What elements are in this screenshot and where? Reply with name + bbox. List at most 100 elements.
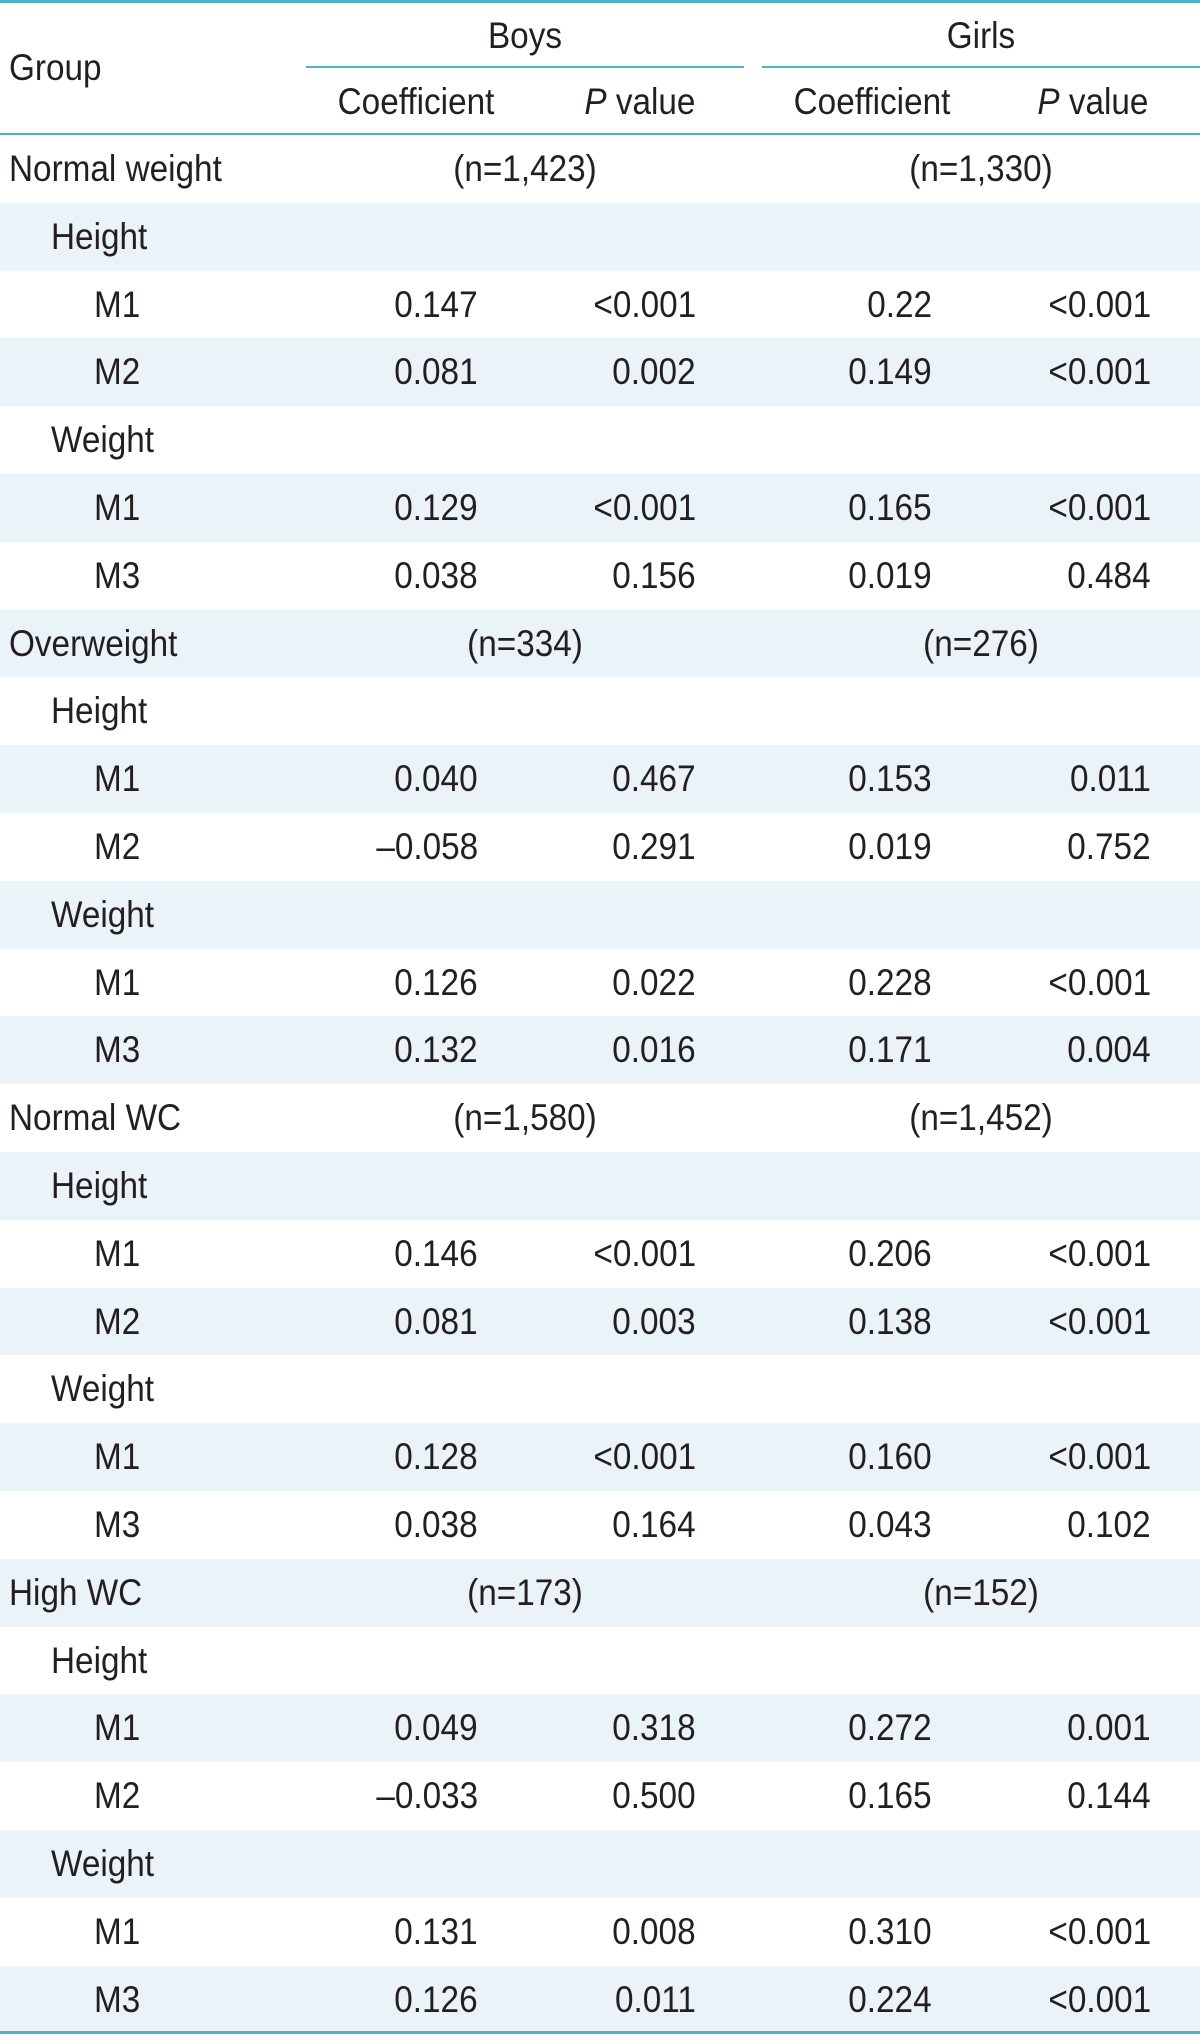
subgroup-label: Weight bbox=[51, 1368, 155, 1410]
p-value-label: value bbox=[606, 81, 695, 122]
girls-coefficient: 0.165 bbox=[848, 487, 932, 528]
header-girls-coefficient: Coefficient bbox=[793, 81, 951, 122]
girls-sample-size: (n=276) bbox=[923, 622, 1039, 664]
girls-coefficient: 0.019 bbox=[848, 826, 932, 867]
girls-p-value: <0.001 bbox=[1048, 283, 1151, 325]
girls-p-value: 0.484 bbox=[1067, 554, 1151, 596]
boys-p-value: 0.022 bbox=[612, 961, 696, 1003]
boys-coefficient: 0.132 bbox=[394, 1029, 478, 1071]
header-girls: Girls bbox=[946, 15, 1016, 56]
table-top-rule bbox=[0, 0, 1200, 3]
boys-p-value: <0.001 bbox=[593, 1436, 696, 1478]
subgroup-row: Weight bbox=[0, 1830, 1200, 1898]
table-row: M3 0.038 0.156 0.019 0.484 bbox=[0, 541, 1200, 610]
girls-p-value: <0.001 bbox=[1048, 1910, 1151, 1952]
model-label: M2 bbox=[94, 826, 141, 867]
section-row: High WC (n=173) (n=152) bbox=[0, 1558, 1200, 1627]
boys-coefficient: –0.033 bbox=[376, 1775, 478, 1817]
section-row: Normal WC (n=1,580) (n=1,452) bbox=[0, 1084, 1200, 1153]
girls-coefficient: 0.153 bbox=[848, 758, 932, 800]
girls-p-value: 0.144 bbox=[1067, 1775, 1151, 1817]
girls-coefficient: 0.149 bbox=[848, 351, 932, 393]
girls-coefficient: 0.019 bbox=[848, 554, 932, 596]
girls-sample-size: (n=1,330) bbox=[909, 148, 1053, 189]
boys-coefficient: 0.038 bbox=[394, 554, 478, 596]
girls-coefficient: 0.310 bbox=[848, 1910, 932, 1952]
table-row: M3 0.132 0.016 0.171 0.004 bbox=[0, 1016, 1200, 1085]
boys-p-value: 0.002 bbox=[612, 351, 696, 393]
boys-coefficient: 0.049 bbox=[394, 1707, 478, 1749]
model-label: M1 bbox=[94, 961, 141, 1003]
boys-sample-size: (n=334) bbox=[467, 622, 583, 664]
subgroup-label: Weight bbox=[51, 419, 155, 461]
subgroup-label: Height bbox=[51, 1165, 148, 1206]
header-girls-p-value: P value bbox=[1037, 78, 1148, 126]
girls-coefficient: 0.228 bbox=[848, 961, 932, 1003]
subgroup-row: Height bbox=[0, 677, 1200, 746]
girls-coefficient: 0.171 bbox=[848, 1029, 932, 1071]
girls-coefficient: 0.206 bbox=[848, 1232, 932, 1274]
girls-sample-size: (n=152) bbox=[923, 1571, 1039, 1613]
section-label: Normal WC bbox=[9, 1097, 182, 1139]
table-row: M1 0.040 0.467 0.153 0.011 bbox=[0, 745, 1200, 814]
girls-p-value: <0.001 bbox=[1048, 1436, 1151, 1478]
girls-coefficient: 0.272 bbox=[848, 1707, 932, 1749]
section-label: Overweight bbox=[9, 622, 178, 664]
girls-span-rule bbox=[762, 66, 1200, 68]
table-row: M1 0.146 <0.001 0.206 <0.001 bbox=[0, 1219, 1200, 1288]
girls-coefficient: 0.043 bbox=[848, 1504, 932, 1545]
girls-p-value: <0.001 bbox=[1048, 961, 1151, 1003]
model-label: M1 bbox=[94, 1436, 141, 1478]
table-row: M1 0.131 0.008 0.310 <0.001 bbox=[0, 1897, 1200, 1966]
table-row: M2 –0.058 0.291 0.019 0.752 bbox=[0, 813, 1200, 881]
boys-coefficient: 0.126 bbox=[394, 1978, 478, 2020]
boys-p-value: <0.001 bbox=[593, 283, 696, 325]
model-label: M1 bbox=[94, 758, 141, 800]
subgroup-row: Height bbox=[0, 202, 1200, 271]
model-label: M3 bbox=[94, 1029, 141, 1071]
subgroup-label: Weight bbox=[51, 893, 155, 935]
header-bottom-rule bbox=[0, 133, 1200, 135]
girls-coefficient: 0.165 bbox=[848, 1775, 932, 1817]
section-row: Overweight (n=334) (n=276) bbox=[0, 609, 1200, 678]
boys-coefficient: 0.129 bbox=[394, 487, 478, 528]
girls-p-value: 0.102 bbox=[1067, 1504, 1151, 1545]
boys-sample-size: (n=1,423) bbox=[453, 148, 597, 189]
girls-p-value: 0.004 bbox=[1067, 1029, 1151, 1071]
boys-coefficient: 0.081 bbox=[394, 351, 478, 393]
model-label: M1 bbox=[94, 283, 141, 325]
table-row: M1 0.147 <0.001 0.22 <0.001 bbox=[0, 270, 1200, 339]
model-label: M3 bbox=[94, 1504, 141, 1545]
boys-coefficient: 0.147 bbox=[394, 283, 478, 325]
table-bottom-rule bbox=[0, 2031, 1200, 2034]
girls-p-value: <0.001 bbox=[1048, 1300, 1151, 1342]
table-row: M2 –0.033 0.500 0.165 0.144 bbox=[0, 1762, 1200, 1831]
model-label: M1 bbox=[94, 1910, 141, 1952]
girls-p-value: <0.001 bbox=[1048, 487, 1151, 528]
subgroup-label: Height bbox=[51, 690, 148, 732]
header-boys-coefficient: Coefficient bbox=[337, 81, 495, 122]
table-row: M1 0.129 <0.001 0.165 <0.001 bbox=[0, 474, 1200, 542]
boys-p-value: 0.318 bbox=[612, 1707, 696, 1749]
boys-p-value: 0.164 bbox=[612, 1504, 696, 1545]
subgroup-row: Height bbox=[0, 1152, 1200, 1220]
boys-coefficient: 0.081 bbox=[394, 1300, 478, 1342]
p-italic: P bbox=[1036, 81, 1060, 122]
boys-p-value: <0.001 bbox=[593, 1232, 696, 1274]
p-italic: P bbox=[583, 81, 607, 122]
boys-p-value: 0.003 bbox=[612, 1300, 696, 1342]
p-value-label: value bbox=[1059, 81, 1148, 122]
girls-coefficient: 0.22 bbox=[867, 283, 932, 325]
table-row: M1 0.126 0.022 0.228 <0.001 bbox=[0, 948, 1200, 1017]
boys-coefficient: 0.131 bbox=[394, 1910, 478, 1952]
table-row: M2 0.081 0.003 0.138 <0.001 bbox=[0, 1287, 1200, 1356]
girls-p-value: <0.001 bbox=[1048, 1232, 1151, 1274]
boys-coefficient: 0.126 bbox=[394, 961, 478, 1003]
boys-p-value: 0.291 bbox=[612, 826, 696, 867]
girls-coefficient: 0.224 bbox=[848, 1978, 932, 2020]
subgroup-row: Weight bbox=[0, 406, 1200, 475]
boys-p-value: 0.500 bbox=[612, 1775, 696, 1817]
subgroup-label: Weight bbox=[51, 1843, 155, 1884]
subgroup-label: Height bbox=[51, 215, 148, 257]
